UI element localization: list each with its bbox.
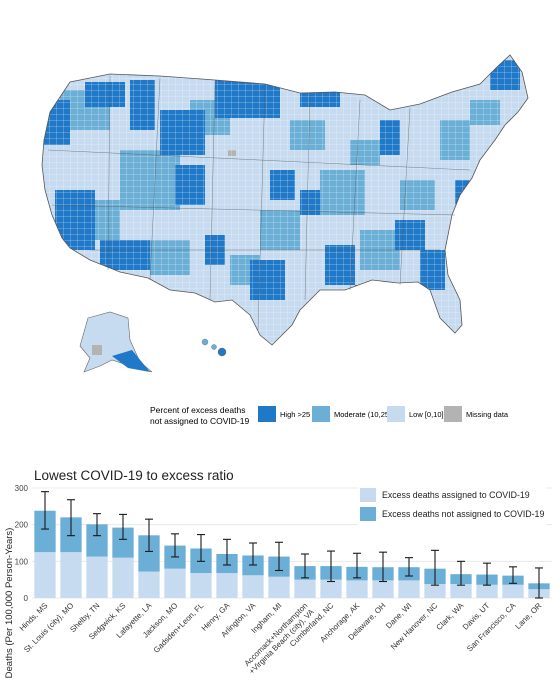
county-map-panel: Percent of excess deaths not assigned to… <box>41 54 529 426</box>
bar-assigned-covid <box>320 579 342 598</box>
x-tick-label: Gadsden+Leon, FL <box>152 601 206 655</box>
legend-swatch-high <box>258 406 276 422</box>
legend-swatch-missing <box>444 406 462 422</box>
legend-swatch-moderate <box>312 406 330 422</box>
y-tick-label: 0 <box>24 594 29 603</box>
x-tick-label: Lane, OR <box>513 601 543 631</box>
bar-assigned-covid <box>60 552 82 598</box>
legend-label-low: Low [0,10] <box>409 410 444 419</box>
legend-label-missing: Missing data <box>466 410 509 419</box>
hawaii <box>201 338 227 357</box>
legend-label-assigned: Excess deaths assigned to COVID-19 <box>382 490 530 500</box>
bar-chart-panel: 0 100 200 300 Deaths (Per 100,000 Person-Yea… <box>0 462 560 700</box>
bar-assigned-covid <box>86 556 108 598</box>
bar-not-assigned-covid <box>34 510 56 553</box>
bar-not-assigned-covid <box>138 535 160 572</box>
map-legend: Percent of excess deaths not assigned to… <box>150 405 509 426</box>
us-county-choropleth-map: Percent of excess deaths not assigned to… <box>41 54 529 426</box>
bar-assigned-covid <box>268 576 290 598</box>
bar-not-assigned-covid <box>112 527 134 558</box>
bar-assigned-covid <box>112 557 134 598</box>
chart-legend-box <box>358 486 546 526</box>
y-tick-label: 300 <box>15 484 29 493</box>
contiguous-us-counties <box>42 55 528 345</box>
bar-assigned-covid <box>476 584 498 598</box>
bar-not-assigned-covid <box>86 524 108 557</box>
bar-assigned-covid <box>34 552 56 598</box>
legend-label-moderate: Moderate (10,25] <box>334 410 391 419</box>
bar-assigned-covid <box>450 584 472 598</box>
bar-assigned-covid <box>216 573 238 598</box>
legend-title-line2: not assigned to COVID-19 <box>150 416 249 426</box>
x-tick-label: New Hanover, NC <box>389 601 440 652</box>
bar-assigned-covid <box>398 580 420 598</box>
bar-assigned-covid <box>138 571 160 598</box>
stacked-bar-chart: 0 100 200 300 Deaths (Per 100,000 Person-Yea… <box>4 484 552 679</box>
bar-assigned-covid <box>346 580 368 598</box>
x-tick-label: Clark, WA <box>434 600 466 632</box>
bar-assigned-covid <box>294 579 316 598</box>
bar-assigned-covid <box>424 584 446 598</box>
chart-title: Lowest COVID-19 to excess ratio <box>34 468 234 483</box>
legend-swatch-assigned <box>360 488 376 502</box>
alaska <box>79 311 153 373</box>
bar-assigned-covid <box>502 584 524 598</box>
y-tick-label: 100 <box>15 557 29 566</box>
bar-assigned-covid <box>242 575 264 598</box>
bar-assigned-covid <box>164 568 186 598</box>
legend-swatch-low <box>387 406 405 422</box>
x-tick-label: San Francisco, CA <box>465 600 518 653</box>
bar-assigned-covid <box>372 580 394 598</box>
legend-label-not-assigned: Excess deaths not assigned to COVID-19 <box>382 509 544 519</box>
legend-label-high: High >25 <box>280 410 310 419</box>
y-tick-label: 200 <box>15 521 29 530</box>
legend-swatch-not-assigned <box>360 507 376 521</box>
y-axis-label: Deaths (Per 100,000 Person-Years) <box>4 528 15 679</box>
legend-title-line1: Percent of excess deaths <box>150 405 245 415</box>
bar-assigned-covid <box>190 573 212 598</box>
